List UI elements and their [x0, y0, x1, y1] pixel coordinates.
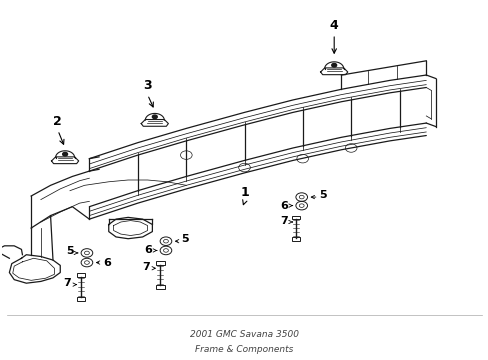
Text: 7: 7 — [63, 278, 71, 288]
Bar — [77, 297, 85, 301]
Text: 2: 2 — [53, 115, 62, 128]
Text: 5: 5 — [319, 190, 326, 200]
Text: 3: 3 — [143, 79, 152, 92]
Bar — [77, 273, 85, 277]
Circle shape — [152, 115, 157, 118]
Text: 7: 7 — [142, 262, 150, 272]
Text: 6: 6 — [144, 246, 152, 256]
Text: 7: 7 — [280, 216, 287, 226]
Bar — [156, 285, 164, 289]
Circle shape — [331, 63, 336, 67]
Text: 6: 6 — [280, 201, 287, 211]
Text: 6: 6 — [102, 257, 111, 267]
Text: 4: 4 — [329, 19, 338, 32]
Text: 5: 5 — [181, 234, 189, 244]
Bar — [291, 237, 300, 241]
Bar — [156, 261, 164, 265]
Bar — [291, 216, 300, 220]
Text: 5: 5 — [66, 246, 74, 256]
Text: 2001 GMC Savana 3500: 2001 GMC Savana 3500 — [190, 330, 298, 339]
Circle shape — [62, 152, 67, 156]
Text: 1: 1 — [240, 186, 248, 199]
Text: Frame & Components: Frame & Components — [195, 345, 293, 354]
